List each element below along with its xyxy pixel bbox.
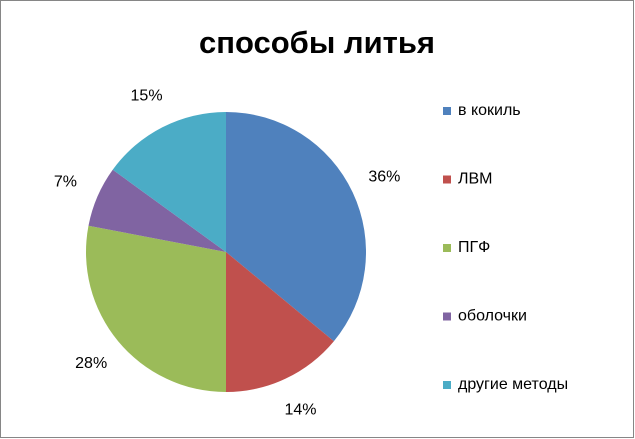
legend-swatch (443, 107, 451, 115)
legend-label: ЛВМ (458, 171, 493, 188)
data-label: 36% (368, 169, 400, 186)
data-label: 15% (131, 87, 163, 104)
pie-slice (85, 225, 226, 392)
legend-label: ПГФ (458, 239, 490, 256)
legend-label: в кокиль (458, 102, 521, 119)
data-label: 14% (284, 402, 316, 419)
pie-slice (226, 252, 334, 392)
legend-label: оболочки (458, 308, 527, 325)
pie-slice (112, 112, 226, 252)
legend-swatch (443, 381, 451, 389)
pie-slice (88, 169, 226, 252)
legend-swatch (443, 244, 451, 252)
legend-swatch (443, 312, 451, 321)
chart-title: способы литья (199, 25, 435, 60)
data-label: 7% (54, 174, 77, 191)
legend-swatch (443, 175, 451, 184)
pie-slice (226, 112, 366, 342)
legend-label: другие методы (458, 376, 568, 393)
data-label: 28% (75, 355, 107, 372)
